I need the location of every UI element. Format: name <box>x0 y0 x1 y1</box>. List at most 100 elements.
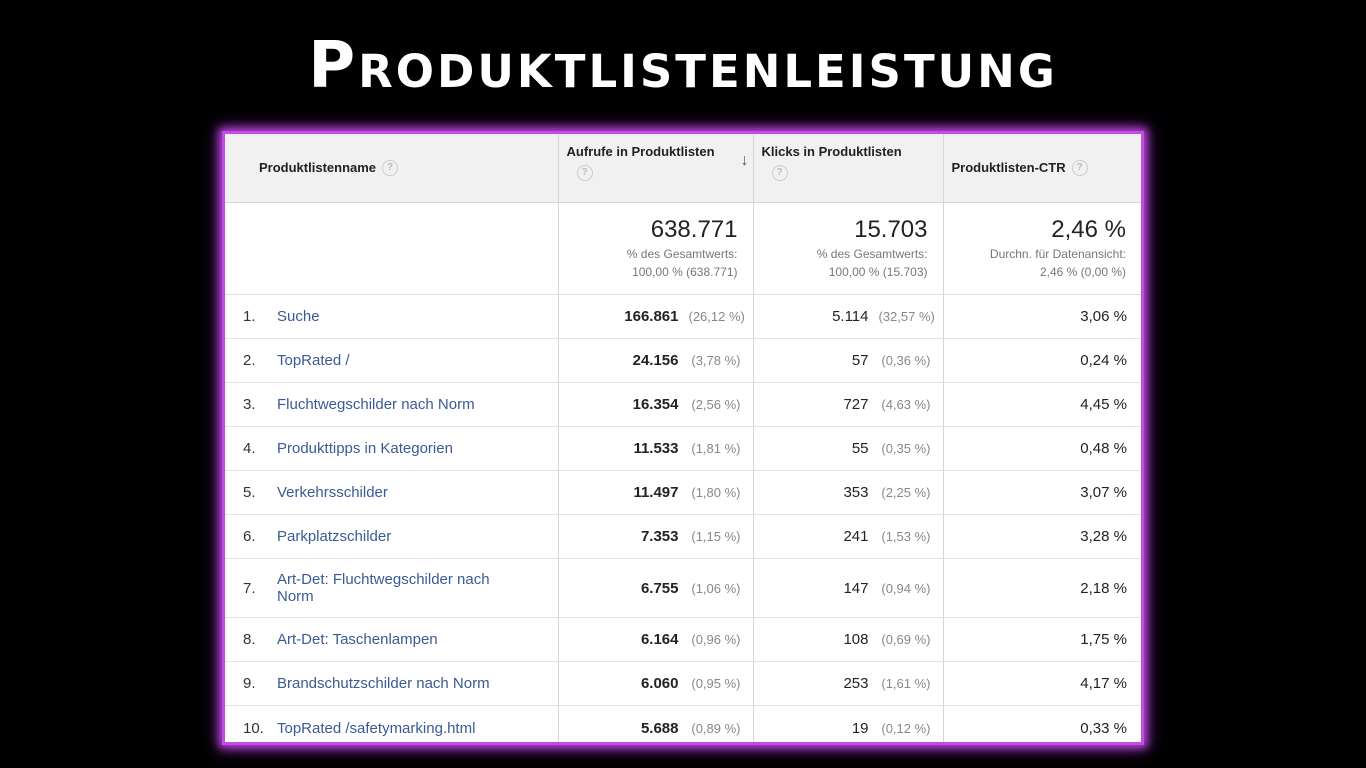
row-views-value: 166.861 <box>624 308 679 325</box>
row-views-value: 7.353 <box>640 528 679 545</box>
row-clicks-cell: 253 (1,61 %) <box>752 661 943 706</box>
row-name-cell: 1. Suche <box>225 294 558 339</box>
row-clicks-cell: 57 (0,36 %) <box>752 338 943 383</box>
product-list-link[interactable]: Brandschutzschilder nach Norm <box>277 675 490 692</box>
header-list-views[interactable]: Aufrufe in Produktlisten ? ↓ <box>557 134 753 203</box>
header-product-list-name[interactable]: Produktlistenname? <box>225 134 558 203</box>
table-row: 1. Suche 166.861 (26,12 %) 5.114 (32,57 %) 3,0… <box>225 294 1141 339</box>
help-icon[interactable]: ? <box>771 165 788 181</box>
row-views-cell: 6.060 (0,95 %) <box>557 661 753 706</box>
totals-ctr-label: Durchn. für Datenansicht: <box>989 247 1126 261</box>
product-list-link[interactable]: TopRated / <box>277 352 350 369</box>
row-views-value: 24.156 <box>632 352 679 369</box>
table-row: 8. Art-Det: Taschenlampen 6.164 (0,96 %) 108… <box>225 617 1141 662</box>
totals-ctr-cell: 2,46 % Durchn. für Datenansicht: 2,46 % … <box>942 202 1141 295</box>
row-clicks-value: 241 <box>843 528 869 545</box>
header-list-ctr[interactable]: Produktlisten-CTR? <box>942 134 1141 203</box>
row-clicks-cell: 147 (0,94 %) <box>752 558 943 618</box>
row-index: 6. <box>243 528 256 545</box>
row-views-percent: (0,96 %) <box>691 632 741 647</box>
row-clicks-cell: 241 (1,53 %) <box>752 514 943 559</box>
row-index: 8. <box>243 631 256 648</box>
table-row: 4. Produkttipps in Kategorien 11.533 (1,81 … <box>225 426 1141 471</box>
row-views-percent: (26,12 %) <box>688 309 745 324</box>
row-clicks-cell: 55 (0,35 %) <box>752 426 943 471</box>
totals-views-cell: 638.771 % des Gesamtwerts: 100,00 % (638… <box>557 202 753 295</box>
table-row: 3. Fluchtwegschilder nach Norm 16.354 (2,56… <box>225 382 1141 427</box>
row-clicks-percent: (0,94 %) <box>881 580 931 596</box>
row-index: 5. <box>243 484 256 501</box>
row-clicks-percent: (4,63 %) <box>881 397 931 412</box>
table-header-row: Produktlistenname? Aufrufe in Produktlis… <box>225 134 1141 203</box>
row-ctr-value: 3,28 % <box>1080 528 1127 545</box>
row-clicks-cell: 5.114 (32,57 %) <box>752 294 943 339</box>
product-list-link[interactable]: Art-Det: Fluchtwegschilder nach Norm <box>277 571 490 605</box>
table-row: 9. Brandschutzschilder nach Norm 6.060 (0,9… <box>225 661 1141 706</box>
table-row: 6. Parkplatzschilder 7.353 (1,15 %) 241 (1,53… <box>225 514 1141 559</box>
row-clicks-cell: 19 (0,12 %) <box>752 705 943 742</box>
product-list-link[interactable]: Fluchtwegschilder nach Norm <box>277 396 475 413</box>
row-views-cell: 16.354 (2,56 %) <box>557 382 753 427</box>
header-label: Produktlisten-CTR <box>951 159 1066 175</box>
totals-views-share: 100,00 % (638.771) <box>632 265 738 279</box>
row-clicks-value: 19 <box>851 719 869 737</box>
table-row: 10. TopRated /safetymarking.html 5.688 (0,8… <box>225 705 1141 742</box>
row-views-percent: (1,06 %) <box>691 580 741 596</box>
row-index: 9. <box>243 675 256 692</box>
totals-ctr-value: 2,46 % <box>1051 216 1126 243</box>
page-title: Produktlistenleistung <box>308 29 1058 103</box>
table-row: 7. Art-Det: Fluchtwegschilder nach Norm 6.… <box>225 558 1141 618</box>
totals-clicks-share: 100,00 % (15.703) <box>828 265 928 279</box>
product-list-link[interactable]: Verkehrsschilder <box>277 484 388 501</box>
row-name-cell: 7. Art-Det: Fluchtwegschilder nach Norm <box>225 558 558 618</box>
row-clicks-percent: (0,35 %) <box>881 441 931 456</box>
product-list-link[interactable]: TopRated /safetymarking.html <box>277 719 476 737</box>
row-views-cell: 5.688 (0,89 %) <box>557 705 753 742</box>
product-list-link[interactable]: Parkplatzschilder <box>277 528 392 545</box>
row-clicks-value: 147 <box>843 579 869 597</box>
help-icon[interactable]: ? <box>1071 160 1088 177</box>
row-views-cell: 166.861 (26,12 %) <box>557 294 753 339</box>
product-list-table: Produktlistenname? Aufrufe in Produktlis… <box>225 134 1141 742</box>
row-views-value: 6.060 <box>640 675 679 692</box>
row-index: 2. <box>243 352 256 369</box>
product-list-table-frame: Produktlistenname? Aufrufe in Produktlis… <box>222 131 1144 745</box>
row-name-cell: 10. TopRated /safetymarking.html <box>225 705 558 742</box>
row-index: 10. <box>243 719 264 737</box>
row-name-cell: 2. TopRated / <box>225 338 558 383</box>
row-clicks-percent: (1,53 %) <box>881 529 931 544</box>
row-ctr-value: 3,06 % <box>1080 308 1127 325</box>
row-views-percent: (1,15 %) <box>691 529 741 544</box>
header-label: Aufrufe in Produktlisten <box>566 144 715 159</box>
row-ctr-cell: 0,48 % <box>942 426 1141 471</box>
row-clicks-value: 57 <box>851 352 869 369</box>
row-ctr-value: 4,45 % <box>1080 396 1127 413</box>
product-list-link[interactable]: Art-Det: Taschenlampen <box>277 631 438 648</box>
row-clicks-cell: 727 (4,63 %) <box>752 382 943 427</box>
product-list-link[interactable]: Suche <box>277 308 320 325</box>
row-views-value: 11.497 <box>633 484 679 501</box>
row-views-percent: (2,56 %) <box>691 397 741 412</box>
totals-clicks-value: 15.703 <box>854 216 928 243</box>
row-views-cell: 24.156 (3,78 %) <box>557 338 753 383</box>
row-ctr-cell: 3,06 % <box>942 294 1141 339</box>
row-ctr-cell: 0,33 % <box>942 705 1141 742</box>
row-ctr-value: 3,07 % <box>1080 484 1127 501</box>
totals-row: 638.771 % des Gesamtwerts: 100,00 % (638… <box>225 202 1141 295</box>
table-row: 5. Verkehrsschilder 11.497 (1,80 %) 353 (2,25… <box>225 470 1141 515</box>
row-views-percent: (1,81 %) <box>691 441 741 456</box>
row-views-cell: 11.533 (1,81 %) <box>557 426 753 471</box>
header-list-clicks[interactable]: Klicks in Produktlisten ? <box>752 134 943 203</box>
row-name-cell: 6. Parkplatzschilder <box>225 514 558 559</box>
row-clicks-value: 55 <box>851 440 869 457</box>
sort-descending-icon[interactable]: ↓ <box>740 152 749 169</box>
help-icon[interactable]: ? <box>382 160 399 177</box>
row-clicks-percent: (0,12 %) <box>881 720 931 736</box>
row-ctr-cell: 1,75 % <box>942 617 1141 662</box>
totals-clicks-cell: 15.703 % des Gesamtwerts: 100,00 % (15.7… <box>752 202 943 295</box>
totals-ctr-share: 2,46 % (0,00 %) <box>1039 265 1126 279</box>
product-list-link[interactable]: Produkttipps in Kategorien <box>277 440 453 457</box>
row-views-cell: 6.755 (1,06 %) <box>557 558 753 618</box>
row-clicks-percent: (2,25 %) <box>881 485 931 500</box>
help-icon[interactable]: ? <box>576 165 593 181</box>
